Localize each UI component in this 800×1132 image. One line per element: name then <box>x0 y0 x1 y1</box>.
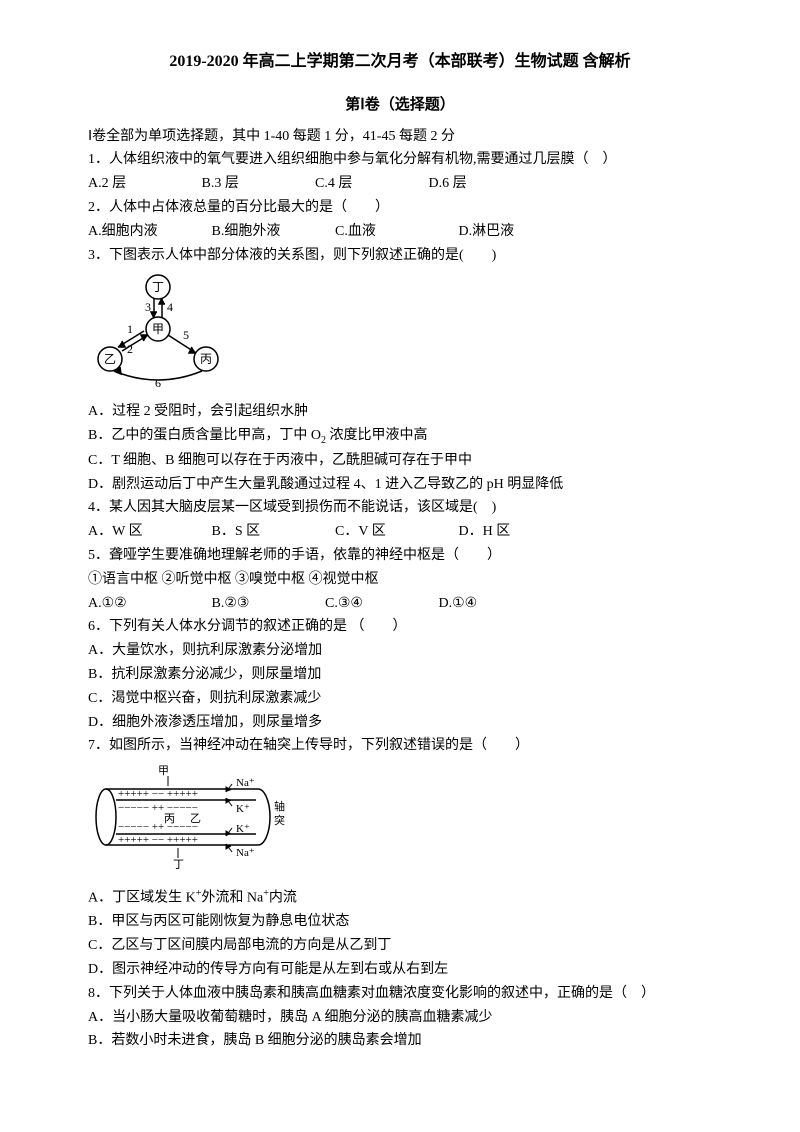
question-5-stem: 5．聋哑学生要准确地理解老师的手语，依靠的神经中枢是（ ） <box>88 544 712 568</box>
d2-bot-inner: −−−−− ++ −−−−− <box>118 821 198 833</box>
d2-label-ding: 丁 <box>173 859 184 871</box>
q3-opt-a: A．过程 2 受阻时，会引起组织水肿 <box>88 400 712 424</box>
d2-label-jia: 甲 <box>158 765 169 777</box>
d1-edge-1: 1 <box>127 322 133 336</box>
question-8-stem: 8．下列关于人体血液中胰岛素和胰高血糖素对血糖浓度变化影响的叙述中，正确的是（ … <box>88 982 712 1006</box>
d2-label-axon1: 轴 <box>274 799 285 813</box>
q4-opt-a: A．W 区 <box>88 520 208 544</box>
q6-opt-b: B．抗利尿激素分泌减少，则尿量增加 <box>88 663 712 687</box>
q7-opt-a: A．丁区域发生 K+外流和 Na+内流 <box>88 885 712 910</box>
d1-edge-5: 5 <box>183 328 189 342</box>
d1-edge-3: 3 <box>145 300 151 314</box>
d1-edge-2: 2 <box>127 342 133 356</box>
d2-na1: Na⁺ <box>236 777 255 789</box>
q5-opt-b: B.②③ <box>212 592 322 616</box>
question-5-optsline: ①语言中枢 ②听觉中枢 ③嗅觉中枢 ④视觉中枢 <box>88 568 712 592</box>
d1-node-jia: 甲 <box>152 322 164 336</box>
q2-opt-c: C.血液 <box>335 220 455 244</box>
page-title: 2019-2020 年高二上学期第二次月考（本部联考）生物试题 含解析 <box>88 48 712 75</box>
d2-label-yi: 乙 <box>190 812 201 825</box>
diagram-q3: 丁 甲 乙 丙 1 2 3 4 5 6 <box>88 271 712 396</box>
d2-label-bing: 丙 <box>164 813 175 825</box>
d2-bot-outer: +++++ −− +++++ <box>118 834 198 846</box>
d2-top-outer: +++++ −− +++++ <box>118 788 198 800</box>
q1-opt-c: C.4 层 <box>315 172 425 196</box>
d1-edge-6: 6 <box>155 376 161 387</box>
q3-b-post: 浓度比甲液中高 <box>326 428 428 443</box>
q6-opt-a: A．大量饮水，则抗利尿激素分泌增加 <box>88 639 712 663</box>
q5-opt-d: D.①④ <box>439 592 549 616</box>
diagram-q7: +++++ −− +++++ −−−−− ++ −−−−− −−−−− ++ −… <box>88 762 712 881</box>
q2-opt-d: D.淋巴液 <box>459 220 579 244</box>
q7-a-pre: A．丁区域发生 K <box>88 891 196 906</box>
q3-opt-b: B．乙中的蛋白质含量比甲高，丁中 O2 浓度比甲液中高 <box>88 424 712 449</box>
q7-opt-b: B．甲区与丙区可能刚恢复为静息电位状态 <box>88 910 712 934</box>
q6-opt-c: C．渴觉中枢兴奋，则抗利尿激素减少 <box>88 687 712 711</box>
q5-opt-c: C.③④ <box>325 592 435 616</box>
q3-opt-d: D．剧烈运动后丁中产生大量乳酸通过过程 4、1 进入乙导致乙的 pH 明显降低 <box>88 473 712 497</box>
question-1-options: A.2 层 B.3 层 C.4 层 D.6 层 <box>88 172 712 196</box>
question-4-options: A．W 区 B．S 区 C．V 区 D．H 区 <box>88 520 712 544</box>
q8-opt-a: A．当小肠大量吸收葡萄糖时，胰岛 A 细胞分泌的胰高血糖素减少 <box>88 1006 712 1030</box>
question-5-options: A.①② B.②③ C.③④ D.①④ <box>88 592 712 616</box>
d1-node-ding: 丁 <box>152 280 164 294</box>
q4-opt-b: B．S 区 <box>212 520 332 544</box>
q3-b-pre: B．乙中的蛋白质含量比甲高，丁中 O <box>88 428 321 443</box>
q7-a-mid: 外流和 Na <box>201 891 263 906</box>
d2-na2: Na⁺ <box>236 847 255 859</box>
q7-opt-c: C．乙区与丁区间膜内局部电流的方向是从乙到丁 <box>88 934 712 958</box>
q7-opt-d: D．图示神经冲动的传导方向有可能是从左到右或从右到左 <box>88 958 712 982</box>
d2-k1: K⁺ <box>236 803 250 815</box>
question-4-stem: 4．某人因其大脑皮层某一区域受到损伤而不能说话，该区域是( ) <box>88 496 712 520</box>
d1-node-bing: 丙 <box>200 352 212 366</box>
q1-opt-a: A.2 层 <box>88 172 198 196</box>
q4-opt-c: C．V 区 <box>335 520 455 544</box>
q3-opt-c: C．T 细胞、B 细胞可以存在于丙液中，乙酰胆碱可存在于甲中 <box>88 449 712 473</box>
instruction-text: Ⅰ卷全部为单项选择题，其中 1-40 每题 1 分，41-45 每题 2 分 <box>88 125 712 149</box>
q2-opt-b: B.细胞外液 <box>212 220 332 244</box>
d1-edge-4: 4 <box>167 300 173 314</box>
q4-opt-d: D．H 区 <box>459 520 579 544</box>
question-6-stem: 6．下列有关人体水分调节的叙述正确的是 （ ） <box>88 615 712 639</box>
question-7-stem: 7．如图所示，当神经冲动在轴突上传导时，下列叙述错误的是（ ） <box>88 734 712 758</box>
d2-label-axon2: 突 <box>274 813 285 827</box>
q1-opt-d: D.6 层 <box>429 172 539 196</box>
d1-node-yi: 乙 <box>104 352 116 366</box>
q2-opt-a: A.细胞内液 <box>88 220 208 244</box>
q5-opt-a: A.①② <box>88 592 208 616</box>
q7-a-post: 内流 <box>269 891 297 906</box>
question-3-stem: 3．下图表示人体中部分体液的关系图，则下列叙述正确的是( ) <box>88 244 712 268</box>
d2-top-inner: −−−−− ++ −−−−− <box>118 802 198 814</box>
d2-k2: K⁺ <box>236 823 250 835</box>
q1-opt-b: B.3 层 <box>202 172 312 196</box>
question-1-stem: 1．人体组织液中的氧气要进入组织细胞中参与氧化分解有机物,需要通过几层膜（ ） <box>88 148 712 172</box>
section-subtitle: 第Ⅰ卷（选择题） <box>88 93 712 119</box>
question-2-stem: 2．人体中占体液总量的百分比最大的是（ ） <box>88 196 712 220</box>
question-2-options: A.细胞内液 B.细胞外液 C.血液 D.淋巴液 <box>88 220 712 244</box>
q6-opt-d: D．细胞外液渗透压增加，则尿量增多 <box>88 711 712 735</box>
q8-opt-b: B．若数小时未进食，胰岛 B 细胞分泌的胰岛素会增加 <box>88 1029 712 1053</box>
